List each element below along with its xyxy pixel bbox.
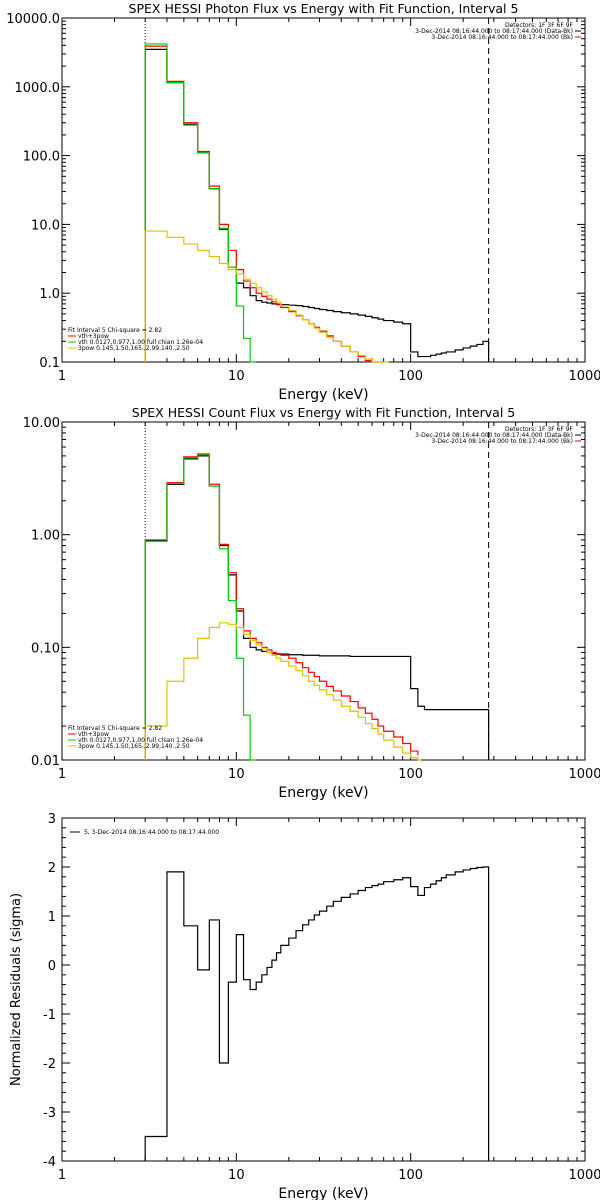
legend-text: Fit Interval 5 Chi-square = 2.82 xyxy=(68,327,162,334)
plot-frame xyxy=(61,817,586,1162)
x-tick-label: 10 xyxy=(228,767,245,782)
x-tick-label: 1000 xyxy=(568,1168,600,1183)
x-tick-label: 1000 xyxy=(568,369,600,384)
legend-text: vth 0.0127,0.977,1.00 full chian 1.26e-0… xyxy=(78,339,203,346)
y-tick-label: 1 xyxy=(48,910,56,925)
legend-text: 3-Dec-2014 08:16:44.000 to 08:17:44.000 … xyxy=(415,28,573,35)
y-tick-label: 2 xyxy=(48,861,56,876)
y-tick-label: -3 xyxy=(43,1106,56,1121)
plot-frame xyxy=(61,17,586,363)
y-axis-label: Normalized Residuals (sigma) xyxy=(9,893,24,1086)
x-tick-label: 1000 xyxy=(568,767,600,782)
series-thermal xyxy=(144,43,257,363)
series-data xyxy=(144,866,490,1161)
x-tick-label: 1 xyxy=(58,767,66,782)
y-tick-label: 0 xyxy=(48,959,56,974)
x-tick-label: 100 xyxy=(398,767,423,782)
series-thermal xyxy=(144,454,257,761)
legend-text: Detectors: 1F 3F 6F 9F xyxy=(505,426,574,433)
y-tick-label: 10.0 xyxy=(31,218,60,233)
x-axis-label: Energy (keV) xyxy=(278,387,368,403)
y-tick-label: 10000.0 xyxy=(6,12,60,27)
x-tick-label: 100 xyxy=(398,369,423,384)
y-tick-label: 0.10 xyxy=(31,641,60,656)
legend-text: vth+3pow xyxy=(78,333,109,340)
series-total xyxy=(144,45,384,363)
legend-text: vth+3pow xyxy=(78,731,109,738)
series-powerlaw xyxy=(144,622,422,761)
legend-text: 3-Dec-2014 08:16:44.000 to 08:17:44.000 … xyxy=(431,34,573,41)
series-data xyxy=(144,455,490,760)
plot-frame xyxy=(61,421,586,761)
y-tick-label: 1.0 xyxy=(39,287,60,302)
legend-text: Fit Interval 5 Chi-square = 2.82 xyxy=(68,725,162,732)
legend-text: 3pow 0.145,1.50,165.,2.99,140.,2.50 xyxy=(78,345,190,352)
x-axis-label: Energy (keV) xyxy=(278,785,368,801)
y-tick-label: -2 xyxy=(43,1057,56,1072)
x-axis-label: Energy (keV) xyxy=(278,1186,368,1200)
y-tick-label: 0.1 xyxy=(39,356,60,371)
x-tick-label: 10 xyxy=(228,1168,245,1183)
legend-text: vth 0.0127,0.977,1.00 full chian 1.26e-0… xyxy=(78,737,203,744)
y-tick-label: 0.01 xyxy=(31,754,60,769)
y-tick-label: 10.00 xyxy=(23,416,60,431)
y-tick-label: -4 xyxy=(43,1155,56,1170)
x-tick-label: 1 xyxy=(58,1168,66,1183)
series-total xyxy=(144,453,419,760)
y-tick-label: 100.0 xyxy=(23,150,60,165)
x-tick-label: 10 xyxy=(228,369,245,384)
x-tick-label: 1 xyxy=(58,369,66,384)
chart-title: SPEX HESSI Photon Flux vs Energy with Fi… xyxy=(129,1,519,16)
legend-text: Detectors: 1F 3F 6F 9F xyxy=(505,22,574,29)
legend-text: 3pow 0.145,1.50,165.,2.99,140.,2.50 xyxy=(78,743,190,750)
legend-text: 3-Dec-2014 08:16:44.000 to 08:17:44.000 … xyxy=(431,438,573,445)
x-tick-label: 100 xyxy=(398,1168,423,1183)
legend-text: 5, 3-Dec-2014 08:16:44.000 to 08:17:44.0… xyxy=(84,829,219,836)
y-tick-label: 3 xyxy=(48,812,56,827)
series-powerlaw xyxy=(144,230,389,363)
y-tick-label: -1 xyxy=(43,1008,56,1023)
legend-text: 3-Dec-2014 08:16:44.000 to 08:17:44.000 … xyxy=(415,432,573,439)
y-tick-label: 1.00 xyxy=(31,529,60,544)
y-tick-label: 1000.0 xyxy=(15,81,61,96)
series-data xyxy=(144,48,490,362)
chart-title: SPEX HESSI Count Flux vs Energy with Fit… xyxy=(132,405,515,420)
